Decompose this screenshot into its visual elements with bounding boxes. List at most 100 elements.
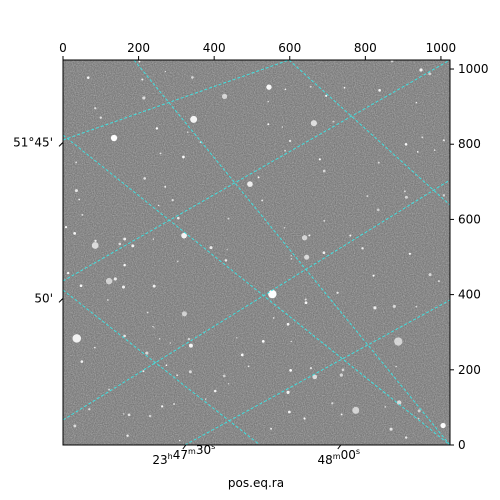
star [247,365,250,368]
star [433,149,436,152]
star [392,304,396,308]
grid-line [133,60,450,445]
star [213,389,217,393]
star [404,436,408,439]
star [377,161,380,164]
star [415,305,418,308]
star [190,115,198,123]
sky-image [63,60,450,445]
star [341,368,345,372]
star [343,86,346,89]
star [143,177,146,180]
ra-tick [337,444,342,450]
star [158,204,160,207]
star [145,351,149,355]
star [390,60,394,63]
star [290,340,292,343]
star [159,152,162,155]
star [266,84,272,90]
star [415,101,418,104]
star [261,199,264,202]
star [395,366,397,368]
star [267,123,270,126]
star [437,280,440,283]
star [176,260,179,263]
star [442,194,446,197]
star [366,195,369,198]
x-axis-label: pos.eq.ra [228,476,284,490]
star [209,246,213,250]
axis-ticks: 0 200 400 600 800 1000 0 200 400 600 800 1000 51°45'… [13,41,488,467]
star [373,306,377,310]
star [148,414,152,418]
star [376,208,380,212]
star [287,410,291,414]
star [146,311,149,314]
star [352,406,360,414]
star [155,127,159,130]
star [153,327,155,329]
star [442,139,445,142]
star [161,405,164,408]
star [110,134,118,142]
star [419,68,423,72]
star [121,285,126,289]
star [126,434,129,437]
star [408,252,412,255]
top-tick-label: 800 [354,41,377,55]
ra-tick-label: 23h47m30s [152,442,215,467]
star [322,169,326,173]
star [66,271,70,275]
star [81,213,84,216]
right-tick-label: 200 [458,363,481,377]
star [73,231,77,235]
coordinate-grid [63,60,450,445]
star-field [64,60,446,442]
right-tick-label: 600 [458,212,481,226]
star [240,353,244,357]
plot-frame [62,59,451,446]
star [176,374,179,377]
star [361,247,364,250]
top-tick-label: 200 [127,41,150,55]
star [428,273,432,277]
star [152,325,154,328]
star [94,107,97,110]
star [221,93,228,100]
star [64,226,68,229]
star [123,237,127,241]
right-tick-label: 400 [458,288,481,302]
star [336,291,339,294]
star [272,317,275,319]
star [113,277,117,281]
star [384,406,387,408]
star [152,284,156,288]
ra-tick [182,444,187,450]
top-tick-label: 0 [59,41,67,55]
star [417,417,420,420]
star [270,427,273,430]
star [152,238,155,240]
star [188,343,193,348]
grid-line [288,60,450,206]
dec-tick [58,298,64,303]
star [303,417,306,420]
star [310,120,317,127]
star [105,277,113,285]
ra-tick-label: 48m00s [318,447,361,467]
star [227,383,230,385]
grid-line [63,289,261,445]
star [187,131,189,133]
star [283,226,286,229]
top-tick-label: 600 [278,41,301,55]
star [224,259,228,262]
star [181,311,187,317]
star [332,120,335,123]
star [289,368,293,372]
star [339,373,343,377]
star [378,89,381,92]
dec-tick-label: 50' [34,291,53,305]
star [164,185,167,188]
star [349,234,352,237]
star [290,257,293,260]
